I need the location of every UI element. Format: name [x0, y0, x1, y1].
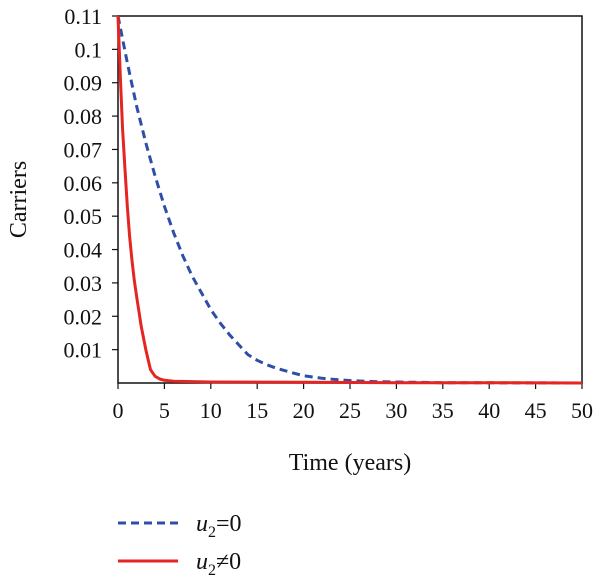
x-tick-label: 35	[432, 398, 454, 423]
legend-label-1: u2=0	[196, 511, 242, 541]
y-tick-label: 0.02	[64, 304, 103, 329]
x-tick-label: 30	[385, 398, 407, 423]
x-axis-title: Time (years)	[289, 450, 411, 476]
x-tick-label: 20	[293, 398, 315, 423]
x-tick-label: 40	[478, 398, 500, 423]
x-tick-label: 25	[339, 398, 361, 423]
x-tick-label: 15	[246, 398, 268, 423]
y-tick-label: 0.03	[64, 271, 103, 296]
y-tick-label: 0.01	[64, 338, 103, 363]
y-tick-label: 0.1	[75, 37, 103, 62]
x-tick-label: 0	[113, 398, 124, 423]
series-line-1	[116, 15, 583, 385]
y-tick-label: 0.08	[64, 104, 103, 129]
x-tick-label: 10	[200, 398, 222, 423]
y-axis-title: Carriers	[6, 161, 32, 238]
y-tick-label: 0.09	[64, 71, 103, 96]
legend: u2=0 u2≠0	[118, 511, 242, 579]
y-tick-label: 0.04	[64, 238, 103, 263]
x-tick-label: 50	[571, 398, 593, 423]
series-line-2	[116, 15, 583, 385]
plot-frame	[117, 15, 583, 384]
y-tick-label: 0.07	[64, 137, 103, 162]
plot-lines	[116, 15, 583, 385]
legend-label-2: u2≠0	[196, 549, 241, 579]
y-tick-label: 0.05	[64, 204, 103, 229]
axes: 0 5 10 15 20 25 30 35 40 45 50 0.01 0.02 0.03 0.04 0.05…	[64, 4, 594, 423]
y-tick-label: 0.11	[64, 4, 102, 29]
x-tick-label: 45	[525, 398, 547, 423]
x-tick-label: 5	[159, 398, 170, 423]
y-tick-label: 0.06	[64, 171, 103, 196]
